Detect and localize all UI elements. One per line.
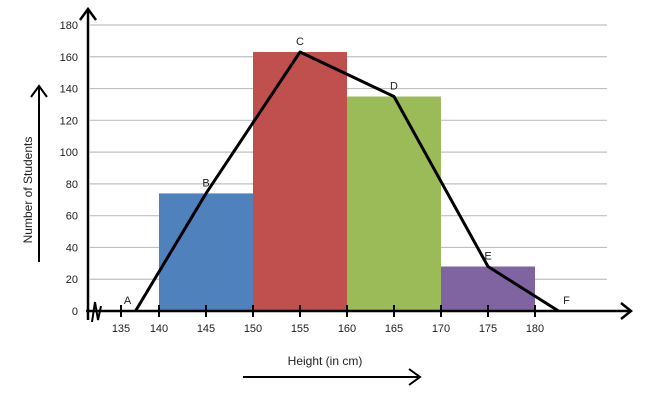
axis-break-icon [91, 301, 102, 323]
x-tick-label: 170 [432, 323, 450, 335]
histogram-bar [441, 266, 535, 311]
axes [30, 6, 634, 386]
x-axis-label: Height (in cm) [288, 354, 363, 368]
histogram-bar [253, 52, 347, 312]
x-tick-label: 150 [244, 323, 262, 335]
histogram-bar [159, 193, 253, 311]
y-tick-label: 20 [66, 274, 78, 286]
x-tick-label: 160 [338, 323, 356, 335]
up-arrow-icon [30, 84, 48, 98]
histogram-bar [347, 96, 441, 311]
x-tick-label: 135 [112, 323, 130, 335]
point-label: B [202, 177, 209, 189]
y-tick-label: 140 [60, 84, 78, 96]
x-tick-label: 145 [197, 323, 215, 335]
x-axis-arrow-icon [620, 302, 634, 320]
y-tick-label: 80 [66, 179, 78, 191]
point-label: F [563, 295, 570, 307]
x-tick-label: 175 [479, 323, 497, 335]
point-label: E [484, 251, 491, 263]
point-label: C [296, 36, 304, 48]
y-tick-label: 0 [72, 306, 78, 318]
y-axis-arrow-icon [78, 6, 98, 21]
x-tick-label: 155 [291, 323, 309, 335]
point-label: A [124, 295, 132, 307]
y-tick-label: 100 [60, 147, 78, 159]
polygon-line [134, 50, 560, 313]
y-tick-label: 120 [60, 115, 78, 127]
x-tick-label: 165 [385, 323, 403, 335]
y-tick-label: 160 [60, 52, 78, 64]
point-label: D [390, 81, 398, 93]
y-axis-label: Number of Students [21, 137, 35, 244]
y-tick-label: 40 [66, 242, 78, 254]
right-arrow-icon [408, 368, 422, 386]
tick-labels: 0 20 40 60 80 100 120 140 160 180 135 140 145 150 155 1… [60, 20, 545, 335]
y-tick-label: 60 [66, 211, 78, 223]
bars [159, 52, 535, 312]
x-tick-label: 140 [150, 323, 168, 335]
x-tick-label: 180 [526, 323, 544, 335]
y-tick-label: 180 [60, 20, 78, 32]
frequency-polygon: A B C D E F [124, 36, 570, 313]
